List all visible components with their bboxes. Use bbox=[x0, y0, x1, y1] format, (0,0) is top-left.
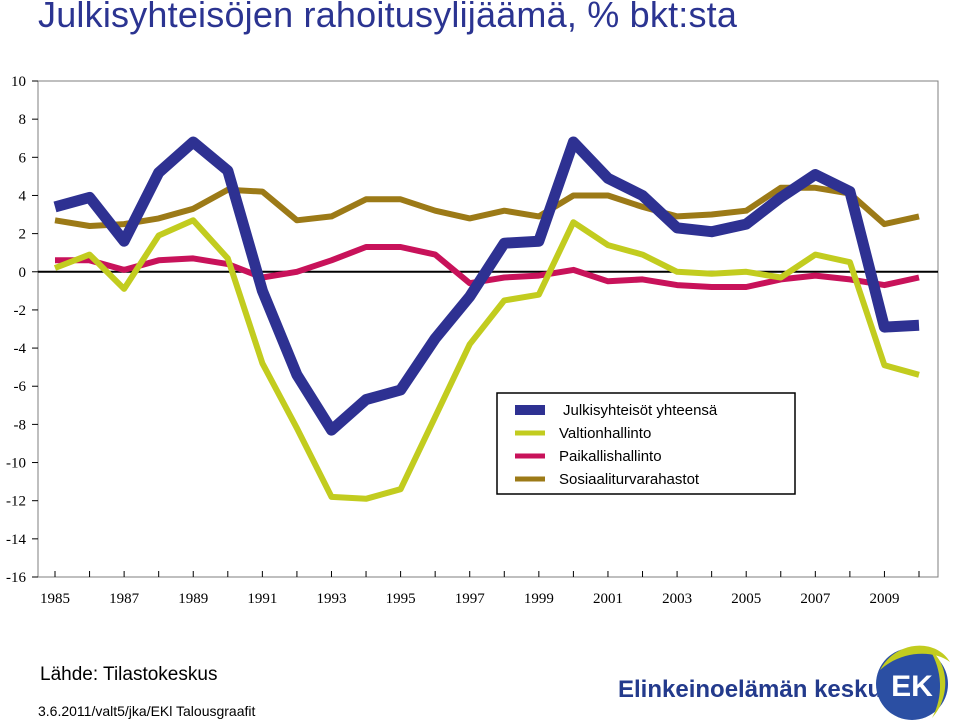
x-tick-label: 2005 bbox=[731, 591, 761, 607]
x-tick-label: 1995 bbox=[386, 591, 416, 607]
x-tick-label: 1985 bbox=[40, 591, 70, 607]
x-tick-label: 1987 bbox=[109, 591, 140, 607]
legend-label: Julkisyhteisöt yhteensä bbox=[563, 402, 718, 419]
x-tick-label: 1991 bbox=[247, 591, 277, 607]
y-tick-label: -4 bbox=[14, 341, 27, 357]
y-tick-label: -12 bbox=[6, 494, 26, 510]
y-tick-label: 10 bbox=[11, 74, 26, 90]
footnote: 3.6.2011/valt5/jka/EKl Talousgraafit bbox=[38, 703, 256, 719]
x-tick-label: 1997 bbox=[455, 591, 486, 607]
y-tick-label: 2 bbox=[19, 227, 27, 243]
legend-label: Sosiaaliturvarahastot bbox=[559, 471, 700, 488]
x-tick-label: 1989 bbox=[178, 591, 208, 607]
legend: Julkisyhteisöt yhteensä Valtionhallinto Pa… bbox=[496, 392, 796, 495]
plot-frame bbox=[37, 80, 939, 578]
x-tick-label: 1999 bbox=[524, 591, 554, 607]
series-line-2 bbox=[55, 244, 920, 290]
series-line-3 bbox=[54, 184, 920, 229]
plot-border bbox=[37, 80, 939, 578]
source-label: Lähde: Tilastokeskus bbox=[40, 664, 218, 685]
legend-label: Paikallishallinto bbox=[559, 448, 662, 465]
series-lines bbox=[53, 136, 920, 502]
legend-box bbox=[496, 392, 796, 495]
legend-label: Valtionhallinto bbox=[559, 425, 651, 442]
logo-swoosh bbox=[880, 645, 950, 670]
y-tick-label: 4 bbox=[19, 188, 27, 204]
y-tick-label: 0 bbox=[19, 265, 27, 281]
y-tick-label: -8 bbox=[14, 417, 27, 433]
series-line-0 bbox=[53, 136, 920, 436]
y-axis: 10 8 6 4 2 0 -2 -4 -6 -8 -10 -12 -14 -16 bbox=[6, 74, 38, 586]
ek-logo: EK bbox=[876, 645, 950, 720]
y-tick-label: -10 bbox=[6, 456, 26, 472]
x-tick-label: 2009 bbox=[869, 591, 899, 607]
x-tick-label: 1993 bbox=[316, 591, 346, 607]
x-tick-label: 2003 bbox=[662, 591, 692, 607]
x-tick-label: 2007 bbox=[800, 591, 831, 607]
x-axis: 1985 1987 1989 1991 1993 1995 1997 1999 2001 2003… bbox=[40, 571, 920, 607]
x-tick-label: 2001 bbox=[593, 591, 623, 607]
y-tick-label: -2 bbox=[14, 303, 27, 319]
logo-swoosh-right bbox=[930, 650, 946, 718]
chart-title: Julkisyhteisöjen rahoitusylijäämä, % bkt… bbox=[38, 0, 738, 35]
y-tick-label: -6 bbox=[14, 379, 27, 395]
series-line-1 bbox=[53, 217, 920, 502]
y-tick-label: -16 bbox=[6, 570, 26, 586]
y-tick-label: 8 bbox=[19, 112, 27, 128]
logo-text: EK bbox=[891, 670, 933, 703]
y-tick-label: -14 bbox=[6, 532, 26, 548]
logo-circle bbox=[876, 648, 948, 720]
y-tick-label: 6 bbox=[19, 150, 27, 166]
chart-svg: 10 8 6 4 2 0 -2 -4 -6 -8 -10 -12 -14 -16 1985 1987 1989… bbox=[6, 74, 939, 607]
